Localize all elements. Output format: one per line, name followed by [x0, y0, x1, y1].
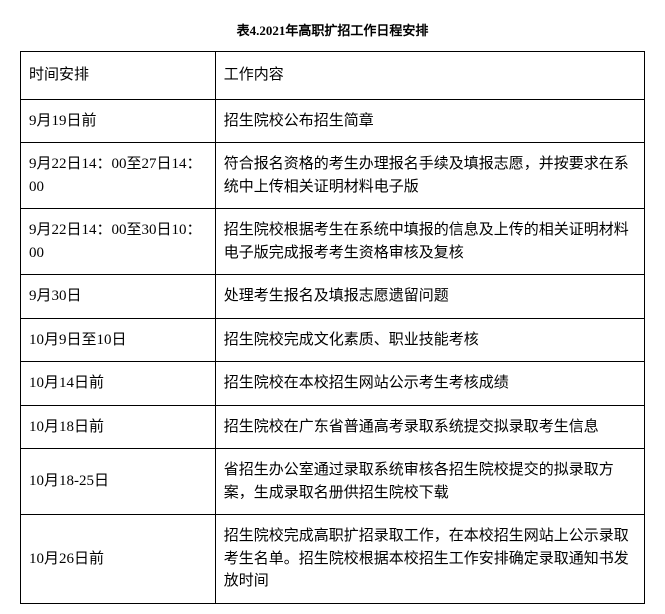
table-row: 9月30日 处理考生报名及填报志愿遗留问题 — [21, 275, 645, 319]
cell-content: 省招生办公室通过录取系统审核各招生院校提交的拟录取方案，生成录取名册供招生院校下… — [215, 449, 644, 515]
cell-time: 9月30日 — [21, 275, 216, 319]
table-row: 10月14日前 招生院校在本校招生网站公示考生考核成绩 — [21, 362, 645, 406]
cell-time: 10月18日前 — [21, 405, 216, 449]
table-row: 9月19日前 招生院校公布招生简章 — [21, 99, 645, 143]
cell-time: 9月19日前 — [21, 99, 216, 143]
table-row: 9月22日14：00至30日10：00 招生院校根据考生在系统中填报的信息及上传… — [21, 209, 645, 275]
cell-time: 10月14日前 — [21, 362, 216, 406]
cell-content: 符合报名资格的考生办理报名手续及填报志愿，并按要求在系统中上传相关证明材料电子版 — [215, 143, 644, 209]
cell-time: 9月22日14：00至27日14：00 — [21, 143, 216, 209]
table-row: 10月18日前 招生院校在广东省普通高考录取系统提交拟录取考生信息 — [21, 405, 645, 449]
cell-time: 10月18-25日 — [21, 449, 216, 515]
table-row: 10月9日至10日 招生院校完成文化素质、职业技能考核 — [21, 318, 645, 362]
table-row: 9月22日14：00至27日14：00 符合报名资格的考生办理报名手续及填报志愿… — [21, 143, 645, 209]
cell-content: 招生院校完成文化素质、职业技能考核 — [215, 318, 644, 362]
cell-time: 9月22日14：00至30日10：00 — [21, 209, 216, 275]
table-title: 表4.2021年高职扩招工作日程安排 — [20, 20, 645, 39]
schedule-table: 时间安排 工作内容 9月19日前 招生院校公布招生简章 9月22日14：00至2… — [20, 51, 645, 604]
cell-content: 招生院校完成高职扩招录取工作，在本校招生网站上公示录取考生名单。招生院校根据本校… — [215, 515, 644, 604]
table-header-row: 时间安排 工作内容 — [21, 52, 645, 100]
cell-time: 10月26日前 — [21, 515, 216, 604]
header-time: 时间安排 — [21, 52, 216, 100]
cell-time: 10月9日至10日 — [21, 318, 216, 362]
cell-content: 招生院校在本校招生网站公示考生考核成绩 — [215, 362, 644, 406]
cell-content: 招生院校在广东省普通高考录取系统提交拟录取考生信息 — [215, 405, 644, 449]
cell-content: 招生院校根据考生在系统中填报的信息及上传的相关证明材料电子版完成报考考生资格审核… — [215, 209, 644, 275]
cell-content: 招生院校公布招生简章 — [215, 99, 644, 143]
header-content: 工作内容 — [215, 52, 644, 100]
table-row: 10月26日前 招生院校完成高职扩招录取工作，在本校招生网站上公示录取考生名单。… — [21, 515, 645, 604]
cell-content: 处理考生报名及填报志愿遗留问题 — [215, 275, 644, 319]
table-row: 10月18-25日 省招生办公室通过录取系统审核各招生院校提交的拟录取方案，生成… — [21, 449, 645, 515]
